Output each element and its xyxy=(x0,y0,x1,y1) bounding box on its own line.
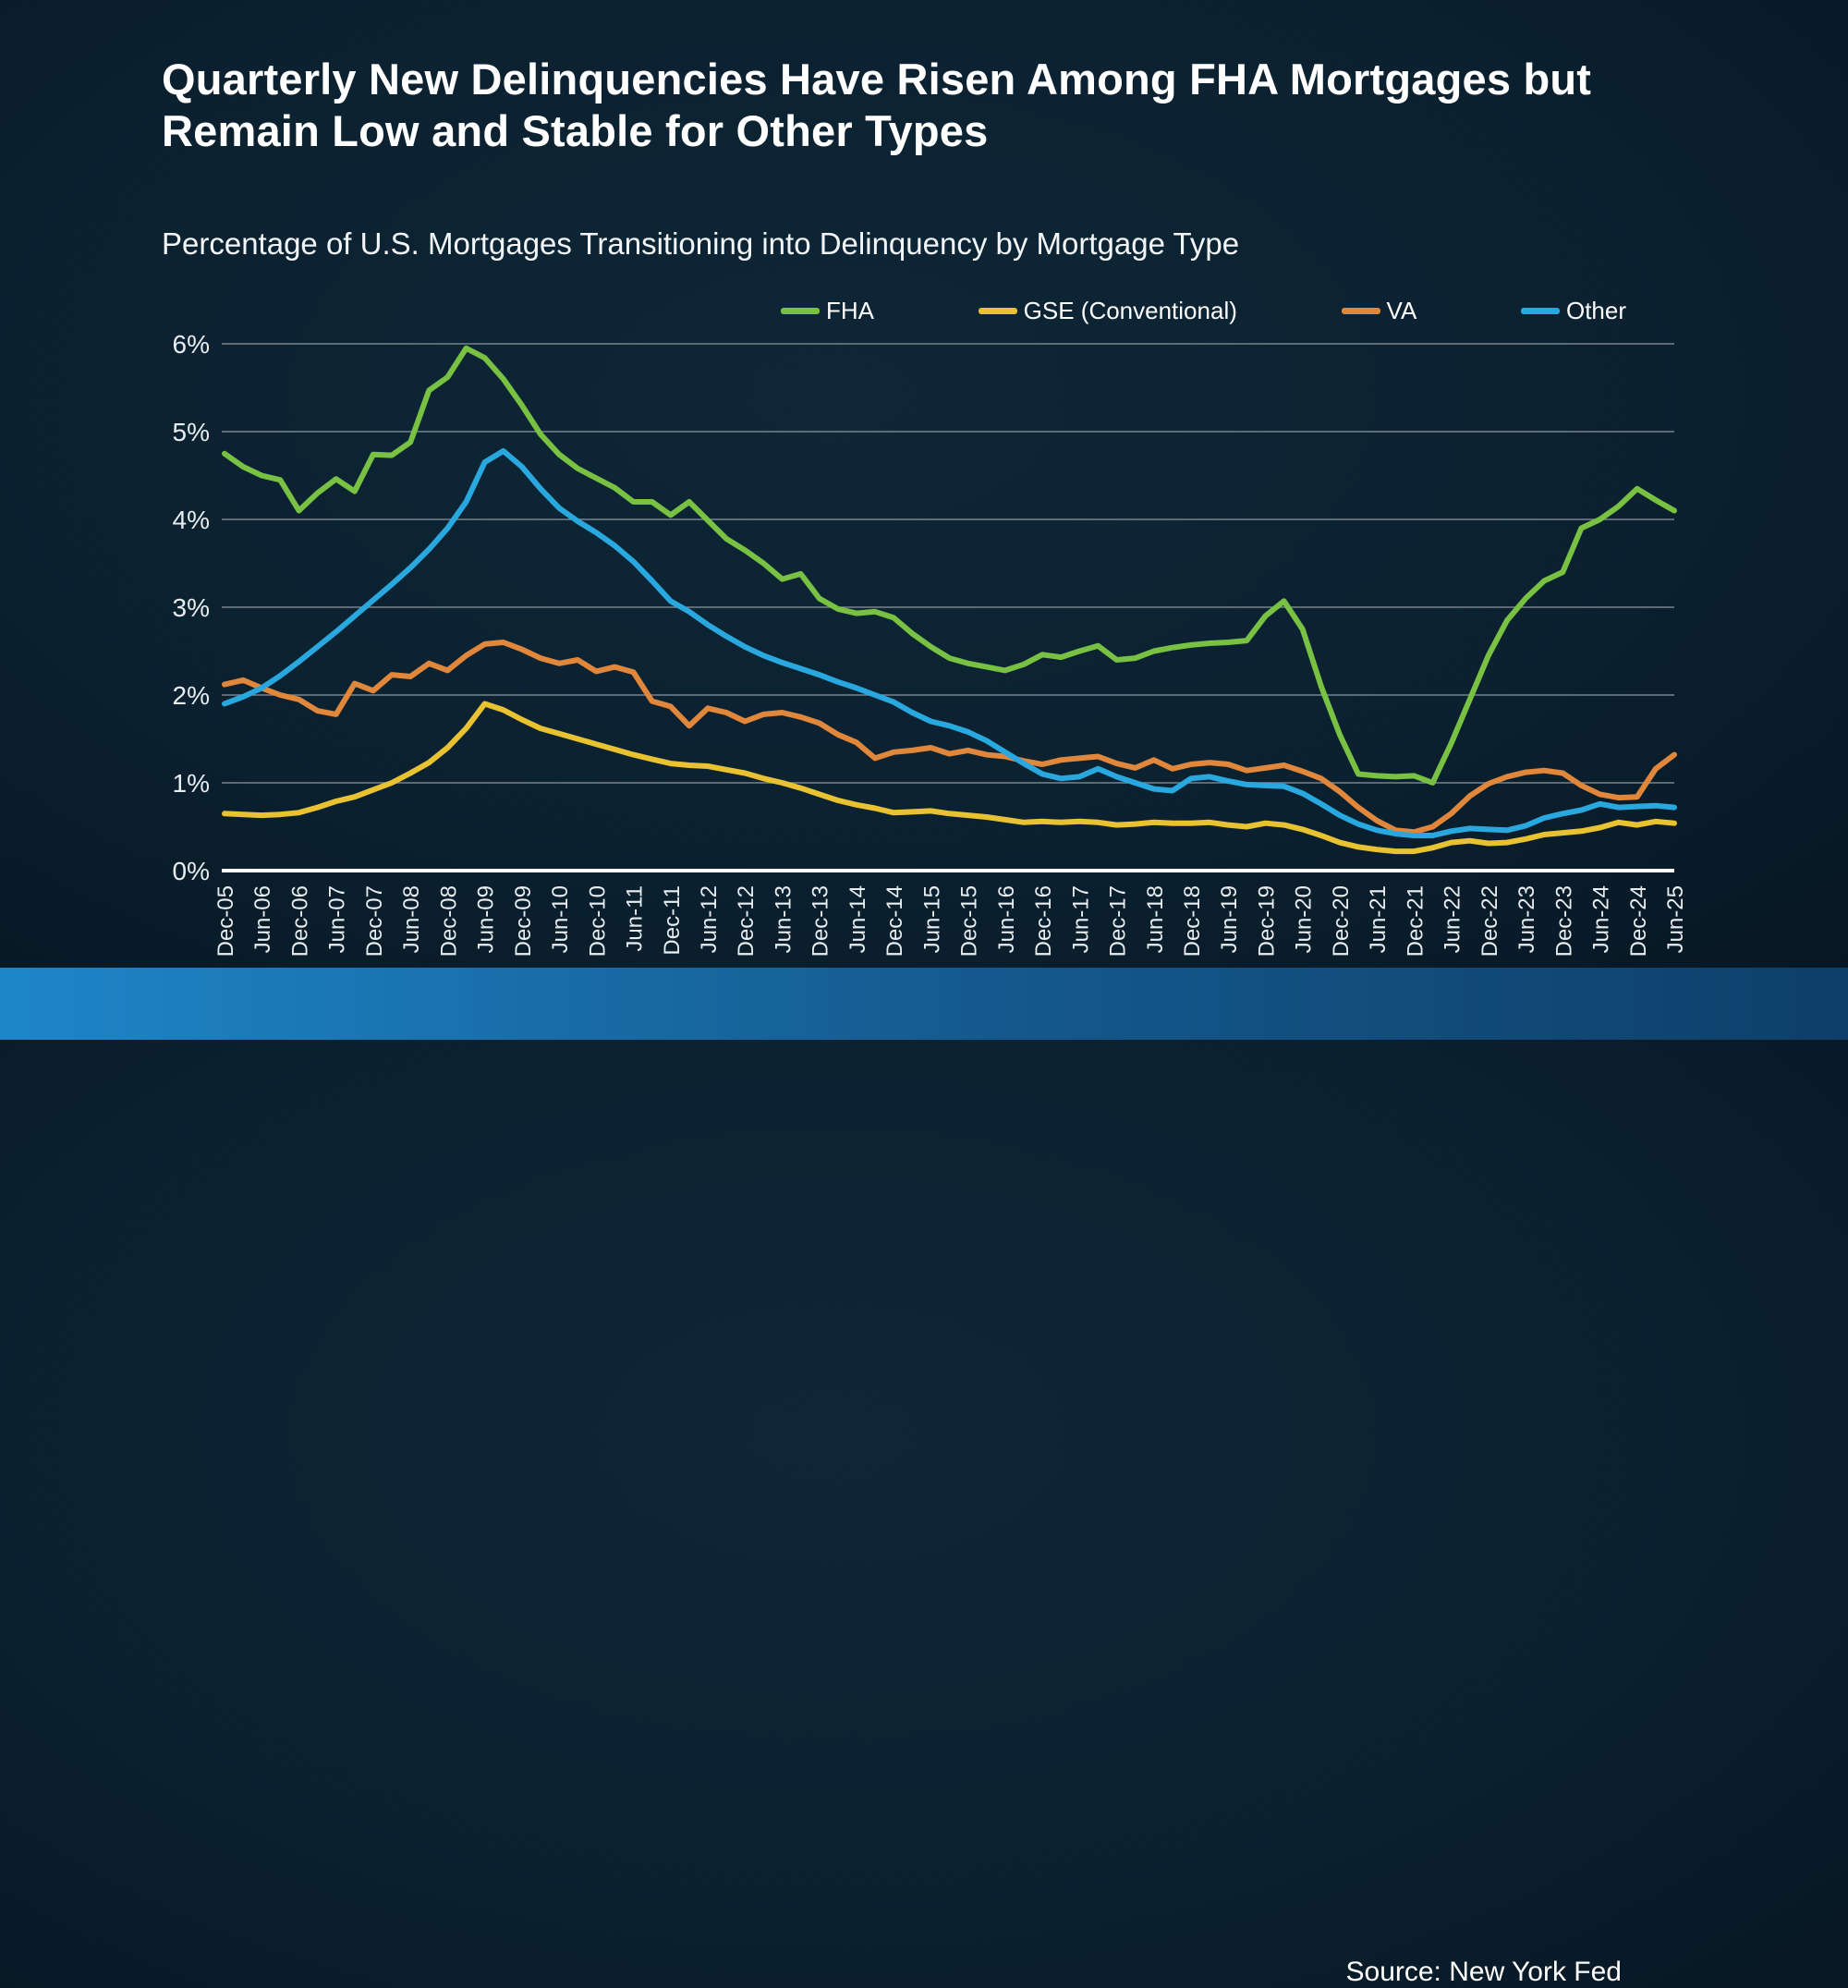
x-tick-label: Jun-10 xyxy=(548,885,573,953)
x-tick-label: Dec-12 xyxy=(734,885,759,957)
x-tick-label: Dec-16 xyxy=(1031,885,1056,957)
fha-legend-label: FHA xyxy=(826,296,874,324)
x-tick-label: Dec-18 xyxy=(1180,885,1205,957)
x-tick-label: Jun-24 xyxy=(1589,885,1614,953)
x-tick-label: Jun-17 xyxy=(1068,885,1093,953)
x-tick-label: Dec-20 xyxy=(1329,885,1354,957)
va-legend-label: VA xyxy=(1386,296,1417,324)
x-tick-label: Dec-13 xyxy=(808,885,833,957)
x-tick-label: Jun-23 xyxy=(1514,885,1539,953)
x-tick-label: Jun-16 xyxy=(994,885,1019,953)
x-tick-label: Jun-06 xyxy=(250,885,275,953)
x-tick-label: Dec-15 xyxy=(957,885,982,957)
chart-legend: FHA GSE (Conventional) VA Other xyxy=(781,294,1626,327)
y-tick-label: 2% xyxy=(173,681,210,710)
x-tick-label: Dec-19 xyxy=(1254,885,1279,957)
va-line xyxy=(222,640,1677,835)
x-tick-label: Dec-14 xyxy=(882,885,907,957)
x-tick-label: Jun-07 xyxy=(325,885,350,953)
x-tick-label: Dec-09 xyxy=(511,885,536,957)
page-title: Quarterly New Delinquencies Have Risen A… xyxy=(162,55,1592,155)
x-tick-label: Dec-11 xyxy=(660,885,685,956)
x-tick-label: Dec-23 xyxy=(1551,885,1576,957)
x-tick-label: Jun-08 xyxy=(399,885,424,953)
va-legend-dash-icon xyxy=(1341,307,1380,314)
y-tick-label: 6% xyxy=(173,330,210,359)
other-line xyxy=(222,447,1677,838)
x-tick-label: Jun-21 xyxy=(1366,885,1391,953)
fha-line xyxy=(222,345,1677,786)
x-tick-label: Dec-22 xyxy=(1477,885,1502,957)
x-tick-label: Jun-14 xyxy=(845,885,870,953)
legend-item-fha: FHA xyxy=(781,297,874,325)
other-legend-label: Other xyxy=(1565,296,1626,324)
x-tick-label: Jun-13 xyxy=(771,885,796,953)
y-tick-label: 1% xyxy=(173,769,210,798)
delinquency-line-chart: 0% 1% 2% 3% 4% 5% 6% Dec-05 Jun-06 Dec-06 Jun-07 De… xyxy=(173,330,1688,957)
gse-conventional-line xyxy=(222,701,1677,855)
x-tick-label: Jun-22 xyxy=(1441,885,1465,953)
x-tick-label: Dec-06 xyxy=(287,885,312,957)
gse-legend-label: GSE (Conventional) xyxy=(1023,296,1237,324)
x-tick-label: Jun-20 xyxy=(1292,885,1317,953)
page-subtitle: Percentage of U.S. Mortgages Transitioni… xyxy=(162,226,1240,261)
x-tick-label: Jun-09 xyxy=(474,885,499,953)
x-tick-label: Dec-07 xyxy=(362,885,387,957)
legend-item-va: VA xyxy=(1341,296,1417,325)
x-tick-label: Dec-21 xyxy=(1403,885,1428,957)
fha-legend-dash-icon xyxy=(781,307,820,314)
x-tick-label: Jun-11 xyxy=(623,885,648,952)
y-tick-label: 3% xyxy=(173,593,210,622)
x-tick-label: Dec-10 xyxy=(585,885,610,957)
x-tick-label: Dec-05 xyxy=(213,885,238,957)
x-tick-label: Jun-18 xyxy=(1143,885,1168,953)
slide-background: { "title": "Quarterly New Delinquencies … xyxy=(0,0,1848,1040)
x-tick-label: Jun-25 xyxy=(1663,885,1688,953)
footer-bar: Source: New York Fed xyxy=(0,968,1848,1987)
x-tick-label: Dec-17 xyxy=(1106,885,1131,957)
x-tick-label: Jun-15 xyxy=(919,885,944,953)
x-tick-label: Dec-24 xyxy=(1626,885,1651,957)
y-tick-label: 0% xyxy=(173,857,210,885)
x-tick-label: Dec-08 xyxy=(436,885,461,957)
legend-item-gse: GSE (Conventional) xyxy=(978,296,1237,325)
source-label: Source: New York Fed xyxy=(1345,1957,1623,1987)
x-tick-label: Jun-12 xyxy=(697,885,722,953)
other-legend-dash-icon xyxy=(1520,307,1560,314)
gse-legend-dash-icon xyxy=(978,307,1017,314)
x-tick-label: Jun-19 xyxy=(1217,885,1242,953)
y-tick-label: 5% xyxy=(173,418,210,446)
y-tick-label: 4% xyxy=(173,506,210,534)
legend-item-other: Other xyxy=(1520,296,1626,325)
